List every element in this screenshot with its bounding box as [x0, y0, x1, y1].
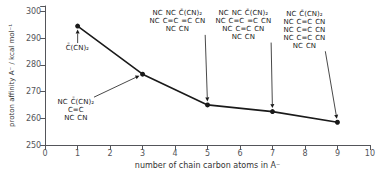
- svg-text:CN: CN: [315, 26, 325, 34]
- svg-text:9: 9: [335, 149, 340, 158]
- svg-text:260: 260: [26, 114, 41, 123]
- svg-text:C=C: C=C: [68, 106, 84, 114]
- svg-text:3: 3: [140, 149, 145, 158]
- svg-text:NC: NC: [283, 18, 293, 26]
- svg-text:NC: NC: [166, 25, 176, 33]
- svg-text:C̄(CN)₂: C̄(CN)₂: [299, 9, 322, 18]
- svg-text:CN: CN: [315, 34, 325, 42]
- svg-text:NC: NC: [232, 33, 242, 41]
- svg-text:4: 4: [173, 149, 178, 158]
- svg-text:290: 290: [26, 34, 41, 43]
- svg-text:280: 280: [26, 60, 41, 69]
- svg-text:CN: CN: [261, 17, 271, 25]
- svg-text:NC: NC: [58, 98, 68, 106]
- svg-text:C̄(CN)₂: C̄(CN)₂: [66, 42, 89, 51]
- svg-text:CN: CN: [195, 17, 205, 25]
- svg-text:NC: NC: [286, 10, 296, 18]
- svg-text:7: 7: [270, 149, 275, 158]
- svg-text:=C: =C: [181, 17, 192, 25]
- svg-text:NC: NC: [153, 9, 163, 17]
- svg-text:CN: CN: [77, 114, 87, 122]
- svg-text:270: 270: [26, 87, 41, 96]
- svg-text:5: 5: [205, 149, 210, 158]
- svg-text:C=C: C=C: [297, 18, 313, 26]
- svg-text:CN: CN: [315, 18, 325, 26]
- svg-text:1: 1: [75, 149, 80, 158]
- svg-text:CN: CN: [306, 42, 316, 50]
- svg-text:NC: NC: [283, 34, 293, 42]
- svg-text:C=C: C=C: [163, 17, 179, 25]
- svg-text:250: 250: [26, 141, 41, 150]
- svg-text:NC: NC: [283, 26, 293, 34]
- svg-text:C=C: C=C: [229, 17, 245, 25]
- svg-text:NC: NC: [232, 9, 242, 17]
- svg-text:300: 300: [26, 7, 41, 16]
- svg-text:CN: CN: [254, 25, 264, 33]
- svg-text:proton affinity A⁻ / kcal mol⁻: proton affinity A⁻ / kcal mol⁻¹: [8, 24, 16, 127]
- svg-text:C=C: C=C: [235, 25, 251, 33]
- svg-text:number of chain carbon atoms i: number of chain carbon atoms in A⁻: [135, 161, 280, 170]
- svg-text:C=C: C=C: [297, 26, 313, 34]
- svg-text:CN: CN: [179, 25, 189, 33]
- svg-text:0: 0: [43, 149, 48, 158]
- svg-text:C̄(CN)₂: C̄(CN)₂: [245, 8, 268, 17]
- svg-text:6: 6: [237, 149, 242, 158]
- svg-text:CN: CN: [245, 33, 255, 41]
- svg-text:NC: NC: [219, 9, 229, 17]
- svg-text:8: 8: [302, 149, 307, 158]
- svg-text:10: 10: [365, 149, 375, 158]
- svg-text:NC: NC: [64, 114, 74, 122]
- svg-text:C̄(CN)₂: C̄(CN)₂: [179, 8, 202, 17]
- svg-text:2: 2: [108, 149, 113, 158]
- svg-text:NC: NC: [215, 17, 225, 25]
- svg-text:C̄(CN)₂: C̄(CN)₂: [71, 96, 94, 105]
- svg-text:NC: NC: [166, 9, 176, 17]
- svg-text:C=C: C=C: [297, 34, 313, 42]
- svg-text:NC: NC: [293, 42, 303, 50]
- svg-text:=C: =C: [247, 17, 258, 25]
- svg-text:NC: NC: [222, 25, 232, 33]
- svg-text:NC: NC: [150, 17, 160, 25]
